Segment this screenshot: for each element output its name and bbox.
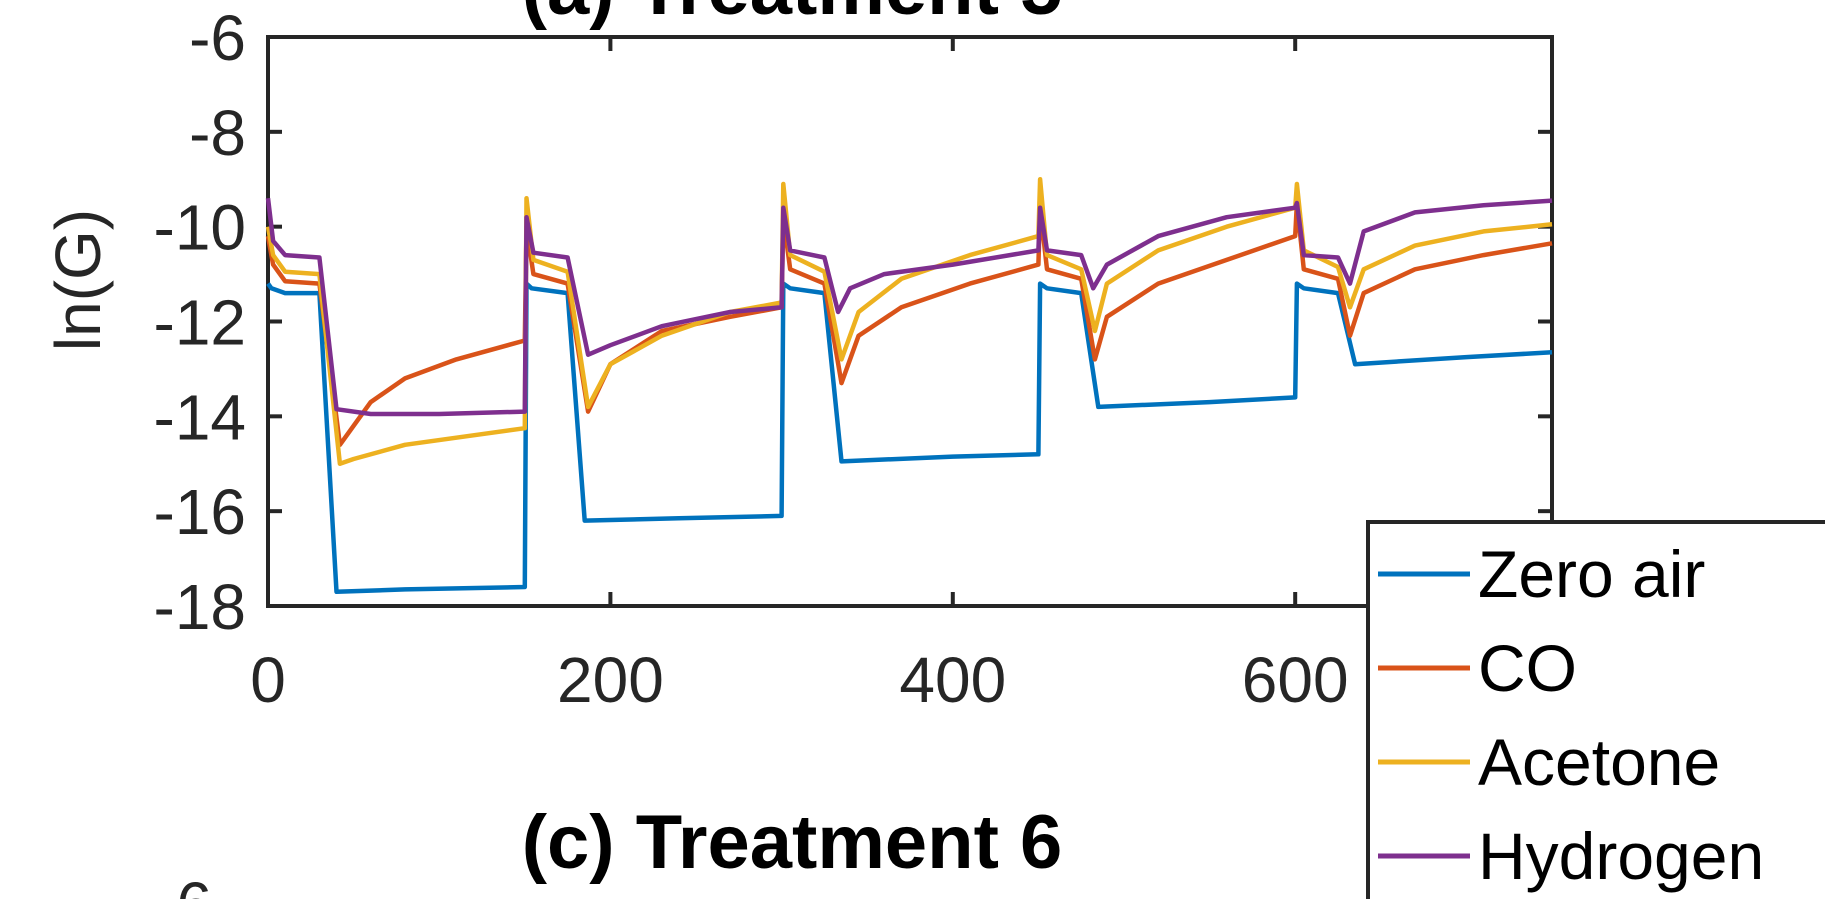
next-panel-title: (c) Treatment 6 xyxy=(522,800,1063,885)
title-layer: (a) Treatment 5 xyxy=(522,0,1063,31)
y-tick-label: -8 xyxy=(189,97,246,169)
series-layer xyxy=(265,177,1553,595)
y-tick-label: -14 xyxy=(154,381,247,453)
axis-ticks: 0 200 400 600 -6 -8 -10 -12 -14 -16 -18 xyxy=(154,2,1552,716)
y-tick-label: -12 xyxy=(154,287,247,359)
y-tick-label: -6 xyxy=(189,2,246,74)
y-tick-label: -18 xyxy=(154,571,247,643)
x-tick-label: 0 xyxy=(250,644,286,716)
y-tick-label: -10 xyxy=(154,192,247,264)
legend-label-hydrogen: Hydrogen xyxy=(1478,819,1764,893)
series-line-acetone xyxy=(265,177,1553,467)
x-tick-label: 200 xyxy=(557,644,664,716)
x-tick-label: 400 xyxy=(899,644,1006,716)
y-axis-label: ln(G) xyxy=(42,209,114,351)
legend-label-co: CO xyxy=(1478,631,1577,705)
series-line-hydrogen xyxy=(265,197,1553,417)
chart-title: (a) Treatment 5 xyxy=(522,0,1063,31)
legend-label-acetone: Acetone xyxy=(1478,725,1720,799)
legend-label-zero-air: Zero air xyxy=(1478,537,1705,611)
y-tick-label: -16 xyxy=(154,476,247,548)
ylabel-layer: ln(G) xyxy=(42,209,114,351)
next-panel-y-tick: -6 xyxy=(155,869,212,899)
plot-frame xyxy=(266,35,1554,608)
next-panel-preview: (c) Treatment 6 -6 xyxy=(155,800,1062,899)
plot-area-border xyxy=(266,35,1554,608)
x-tick-label: 600 xyxy=(1242,644,1349,716)
legend: Zero air CO Acetone Hydrogen xyxy=(1366,520,1825,899)
legend-box xyxy=(1366,520,1825,899)
